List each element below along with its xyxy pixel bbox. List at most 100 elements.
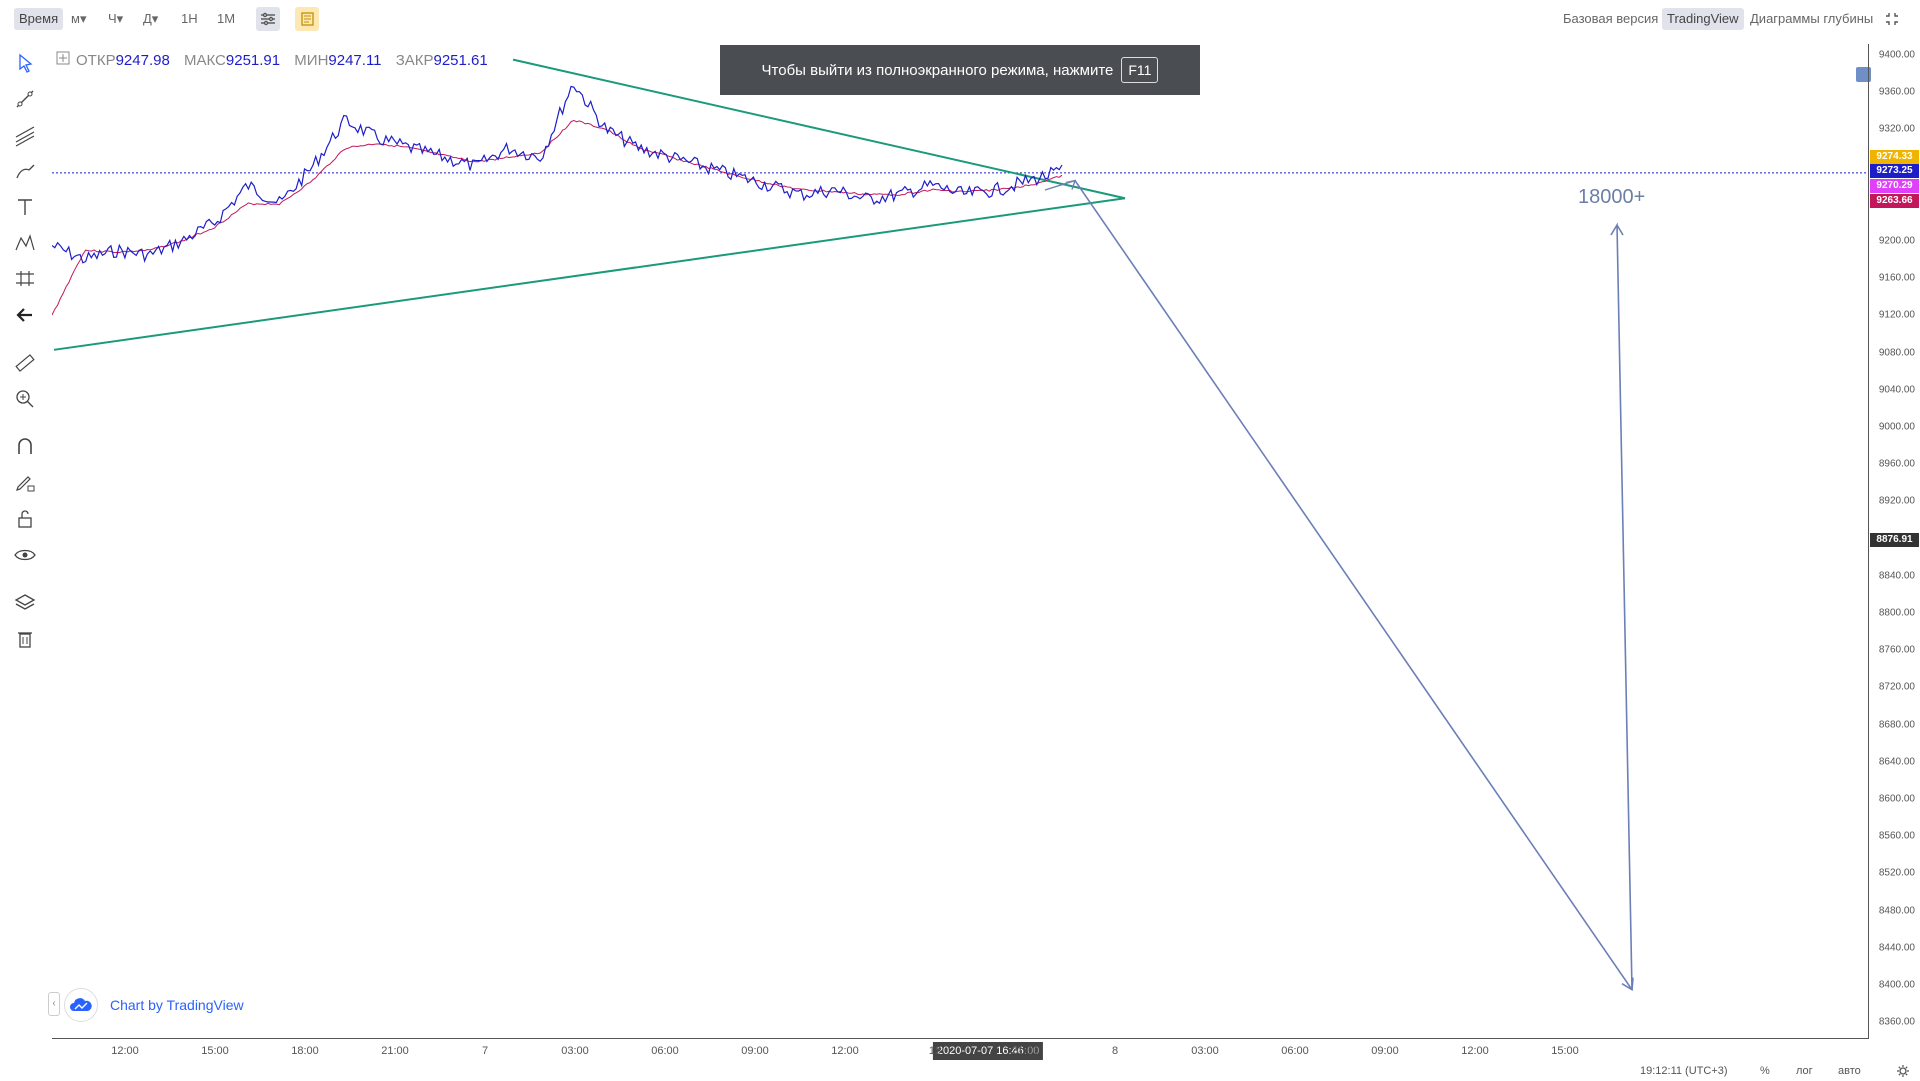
- price-chart[interactable]: [52, 44, 1868, 1039]
- price-tick-label: 9120.00: [1878, 309, 1915, 321]
- clock-label[interactable]: 19:12:11 (UTC+3): [1640, 1065, 1728, 1077]
- time-tick-label: 06:00: [651, 1045, 679, 1057]
- delete-drawings-tool[interactable]: [12, 626, 38, 652]
- fullscreen-exit-icon: [1886, 13, 1898, 25]
- price-tick-label: 8600.00: [1878, 793, 1915, 805]
- basic-version-tab[interactable]: Базовая версия: [1563, 11, 1659, 26]
- price-axis[interactable]: 9400.009360.009320.009280.009240.009200.…: [1868, 44, 1920, 1039]
- price-tick-label: 8440.00: [1878, 942, 1915, 954]
- price-marker-label: 9263.66: [1870, 194, 1919, 208]
- magnet-tool[interactable]: [12, 434, 38, 460]
- scale-toggle-icon[interactable]: [1856, 67, 1871, 82]
- trend-line-tool[interactable]: [12, 86, 38, 112]
- price-tick-label: 9320.00: [1878, 123, 1915, 135]
- price-tick-label: 8480.00: [1878, 905, 1915, 917]
- price-tick-label: 8920.00: [1878, 495, 1915, 507]
- time-interval-button[interactable]: Время: [14, 8, 64, 30]
- forecast-small-arrow[interactable]: [1044, 179, 1077, 191]
- pencil-lock-icon: [16, 476, 35, 492]
- price-tick-label: 8680.00: [1878, 719, 1915, 731]
- depth-chart-tab[interactable]: Диаграммы глубины: [1750, 11, 1874, 26]
- high-label: МАКС: [183, 52, 226, 69]
- notes-button[interactable]: [295, 7, 319, 31]
- top-toolbar: Время м▾ Ч▾ Д▾ 1Н 1М Базовая версия Trad…: [0, 0, 1920, 40]
- pattern-tool[interactable]: [12, 230, 38, 256]
- price-tick-label: 8360.00: [1878, 1016, 1915, 1028]
- price-tick-label: 9400.00: [1878, 49, 1915, 61]
- time-tick-label: 18:00: [291, 1045, 319, 1057]
- time-tick-label: 06:00: [1281, 1045, 1309, 1057]
- time-tick-label: 15:00: [201, 1045, 229, 1057]
- trash-icon: [18, 632, 32, 648]
- pattern-icon: [15, 234, 35, 251]
- ohlc-legend: ОТКР9247.98 МАКС9251.91 МИН9247.11 ЗАКР9…: [76, 52, 498, 69]
- price-tick-label: 8760.00: [1878, 644, 1915, 656]
- cursor-tool[interactable]: [12, 50, 38, 76]
- lock-drawing-tool[interactable]: [12, 470, 38, 496]
- minutes-interval-button[interactable]: м▾: [71, 11, 87, 26]
- month-interval-button[interactable]: 1М: [217, 11, 236, 26]
- triangle-upper-line[interactable]: [512, 58, 1126, 200]
- price-marker-label: 9273.25: [1870, 164, 1919, 178]
- forecast-up-arrow[interactable]: [1610, 222, 1633, 990]
- price-tick-label: 8640.00: [1878, 756, 1915, 768]
- log-toggle[interactable]: лог: [1796, 1065, 1813, 1077]
- brush-tool[interactable]: [12, 158, 38, 184]
- back-tool[interactable]: [12, 302, 38, 328]
- brush-icon: [16, 164, 35, 179]
- pitchfork-icon: [15, 126, 35, 147]
- sliders-icon: [261, 12, 275, 26]
- hours-interval-button[interactable]: Ч▾: [108, 11, 124, 26]
- eye-icon: [14, 549, 36, 561]
- text-icon: [18, 199, 32, 215]
- price-tick-label: 8840.00: [1878, 570, 1915, 582]
- tradingview-tab[interactable]: TradingView: [1662, 8, 1744, 30]
- forecast-down-arrow[interactable]: [1074, 180, 1634, 991]
- arrow-left-icon: [16, 308, 32, 322]
- time-tick-label: 15:00: [1551, 1045, 1579, 1057]
- price-line: [52, 85, 1063, 264]
- time-tick-label: 03:00: [1191, 1045, 1219, 1057]
- notes-icon: [301, 12, 314, 26]
- lock-all-tool[interactable]: [12, 506, 38, 532]
- time-tick-label: 03:00: [561, 1045, 589, 1057]
- price-tick-label: 8720.00: [1878, 681, 1915, 693]
- open-label: ОТКР: [76, 52, 116, 69]
- price-marker-label: 9274.33: [1870, 150, 1919, 164]
- week-interval-button[interactable]: 1Н: [181, 11, 198, 26]
- days-interval-button[interactable]: Д▾: [143, 11, 159, 26]
- indicators-settings-button[interactable]: [256, 7, 280, 31]
- price-tick-label: 9080.00: [1878, 347, 1915, 359]
- tradingview-watermark[interactable]: Chart by TradingView: [64, 988, 244, 1022]
- fib-tool[interactable]: [12, 122, 38, 148]
- prediction-tool[interactable]: [12, 266, 38, 292]
- auto-toggle[interactable]: авто: [1838, 1065, 1861, 1077]
- text-tool[interactable]: [12, 194, 38, 220]
- close-label: ЗАКР: [395, 52, 434, 69]
- triangle-lower-line[interactable]: [53, 197, 1126, 351]
- time-tick-label: 21:00: [381, 1045, 409, 1057]
- ruler-tool[interactable]: [12, 350, 38, 376]
- drawing-toolbar: [0, 44, 52, 1044]
- chart-settings-button[interactable]: [1896, 1064, 1910, 1081]
- fullscreen-notice-text: Чтобы выйти из полноэкранного режима, на…: [761, 61, 1114, 79]
- zoom-tool[interactable]: [12, 386, 38, 412]
- ruler-icon: [15, 354, 35, 372]
- time-tick-label: 12:00: [1461, 1045, 1489, 1057]
- legend-toggle-icon[interactable]: [56, 51, 70, 65]
- zoom-in-icon: [16, 390, 34, 408]
- target-annotation[interactable]: 18000+: [1578, 186, 1646, 208]
- time-axis[interactable]: 2020-07-07 16:46:00 12:00 15:00 18:00 21:00…: [52, 1038, 1868, 1065]
- collapse-panel-button[interactable]: ‹: [48, 992, 60, 1016]
- time-tick-label: 8: [1111, 1045, 1119, 1057]
- object-tree-tool[interactable]: [12, 590, 38, 616]
- high-value: 9251.91: [225, 52, 281, 69]
- fullscreen-button[interactable]: [1880, 7, 1904, 31]
- cursor-arrow-icon: [19, 53, 33, 73]
- time-tick-label: 15: [928, 1045, 942, 1057]
- percent-toggle[interactable]: %: [1760, 1065, 1770, 1077]
- unlock-icon: [18, 510, 32, 528]
- open-value: 9247.98: [115, 52, 170, 69]
- price-marker-label: 9270.29: [1870, 179, 1919, 193]
- hide-drawings-tool[interactable]: [12, 542, 38, 568]
